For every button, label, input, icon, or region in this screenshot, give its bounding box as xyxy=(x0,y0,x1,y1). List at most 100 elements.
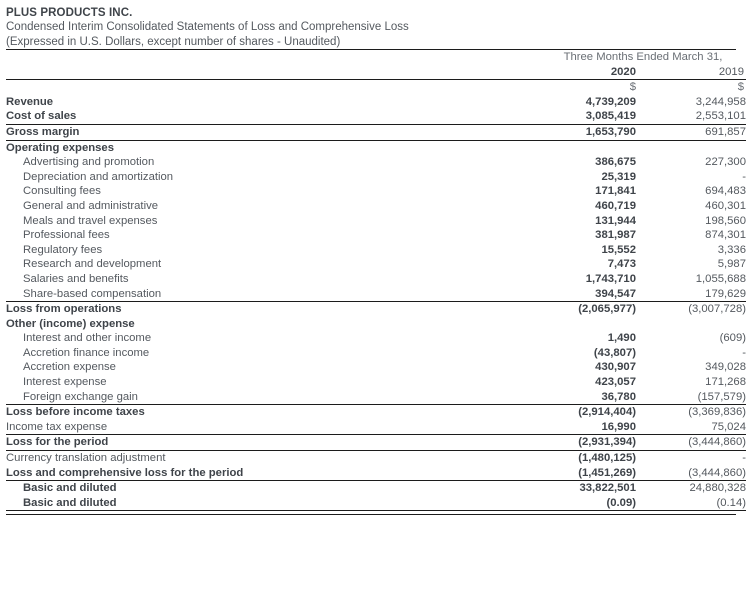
row-value-2020: 1,743,710 xyxy=(585,272,636,285)
period-header-label: Three Months Ended March 31, xyxy=(563,51,723,63)
row-value-2020: (2,065,977) xyxy=(578,303,636,316)
row-value-2019: 24,880,328 xyxy=(689,482,746,495)
row-cost-of-sales: Cost of sales 3,085,419 2,553,101 xyxy=(6,109,746,125)
row-value-2019: 227,300 xyxy=(705,156,746,169)
row-label: Gross margin xyxy=(6,124,540,141)
row-value-2019: 460,301 xyxy=(705,199,746,212)
row-meals-travel: Meals and travel expenses 131,944 198,56… xyxy=(6,214,746,229)
row-research-development: Research and development 7,473 5,987 xyxy=(6,257,746,272)
statement-title: Condensed Interim Consolidated Statement… xyxy=(6,21,409,33)
row-value-2019: - xyxy=(742,452,746,465)
row-label: Interest and other income xyxy=(23,332,152,345)
row-value-2019: 179,629 xyxy=(650,286,746,303)
row-income-tax-expense: Income tax expense 16,990 75,024 xyxy=(6,419,746,436)
row-value-2020: 171,841 xyxy=(595,185,636,198)
row-revenue: Revenue 4,739,209 3,244,958 xyxy=(6,95,746,110)
statement-table: Three Months Ended March 31, 2020 2019 $… xyxy=(6,50,746,512)
row-general-administrative: General and administrative 460,719 460,3… xyxy=(6,199,746,214)
currency-symbol-row: $ $ xyxy=(6,80,746,95)
row-label: Basic and diluted xyxy=(6,495,540,512)
row-value-2020: (1,480,125) xyxy=(578,452,636,465)
row-value-2020: 4,739,209 xyxy=(585,95,636,108)
row-value-2019: (609) xyxy=(719,332,746,345)
row-value-2020: 381,987 xyxy=(595,229,636,242)
row-advertising: Advertising and promotion 386,675 227,30… xyxy=(6,155,746,170)
row-value-2020: (1,451,269) xyxy=(540,465,650,482)
row-salaries-benefits: Salaries and benefits 1,743,710 1,055,68… xyxy=(6,272,746,287)
row-value-2019: 1,055,688 xyxy=(695,272,746,285)
row-operating-expenses-header: Operating expenses xyxy=(6,141,746,156)
row-loss-per-share: Basic and diluted (0.09) (0.14) xyxy=(6,495,746,512)
row-interest-expense: Interest expense 423,057 171,268 xyxy=(6,375,746,390)
row-label: Accretion finance income xyxy=(23,346,150,359)
row-label: Foreign exchange gain xyxy=(6,389,540,406)
row-value-2019: 3,244,958 xyxy=(695,95,746,108)
row-value-2019: (3,369,836) xyxy=(688,406,746,419)
currency-symbol-2019: $ xyxy=(737,81,744,94)
row-weighted-average-shares: Basic and diluted 33,822,501 24,880,328 xyxy=(6,481,746,496)
row-label: Depreciation and amortization xyxy=(23,170,174,183)
row-consulting: Consulting fees 171,841 694,483 xyxy=(6,184,746,199)
row-value-2019: 694,483 xyxy=(705,185,746,198)
row-value-2019: 349,028 xyxy=(705,361,746,374)
currency-spacer xyxy=(6,80,540,95)
row-depreciation: Depreciation and amortization 25,319 - xyxy=(6,170,746,185)
row-share-based-compensation: Share-based compensation 394,547 179,629 xyxy=(6,286,746,303)
row-label: Loss before income taxes xyxy=(6,406,145,419)
row-other-income-expense-header: Other (income) expense xyxy=(6,317,746,332)
statement-closing-double-rule xyxy=(6,513,736,515)
row-label: Loss for the period xyxy=(6,435,540,452)
row-label: Accretion expense xyxy=(23,361,116,374)
row-label: Other (income) expense xyxy=(6,317,135,330)
row-label: Share-based compensation xyxy=(6,286,540,303)
row-value-2019: - xyxy=(742,346,746,359)
row-loss-from-operations: Loss from operations (2,065,977) (3,007,… xyxy=(6,302,746,317)
row-value-2020: 16,990 xyxy=(540,419,650,436)
row-accretion-expense: Accretion expense 430,907 349,028 xyxy=(6,360,746,375)
row-gross-margin: Gross margin 1,653,790 691,857 xyxy=(6,124,746,141)
row-professional-fees: Professional fees 381,987 874,301 xyxy=(6,228,746,243)
row-value-2019: 691,857 xyxy=(650,124,746,141)
row-value-2019: (3,444,860) xyxy=(650,435,746,452)
row-label: Loss from operations xyxy=(6,303,122,316)
year-header-row: 2020 2019 xyxy=(6,64,746,81)
row-value-2020: 25,319 xyxy=(601,170,636,183)
row-value-2019: (3,444,860) xyxy=(650,465,746,482)
row-value-2020: 36,780 xyxy=(540,389,650,406)
row-loss-before-income-taxes: Loss before income taxes (2,914,404) (3,… xyxy=(6,405,746,420)
row-value-2020: 3,085,419 xyxy=(540,109,650,125)
row-label: Meals and travel expenses xyxy=(23,214,158,227)
row-value-2020 xyxy=(540,141,650,156)
row-label: Operating expenses xyxy=(6,141,114,154)
row-value-2019: 3,336 xyxy=(717,243,746,256)
row-label: Cost of sales xyxy=(6,109,540,125)
row-value-2019: - xyxy=(742,170,746,183)
row-value-2020: (2,931,394) xyxy=(540,435,650,452)
row-value-2019: 874,301 xyxy=(705,229,746,242)
row-value-2019: 5,987 xyxy=(717,258,746,271)
statement-header: PLUS PRODUCTS INC. Condensed Interim Con… xyxy=(6,4,736,49)
row-label: Advertising and promotion xyxy=(23,156,155,169)
row-value-2020 xyxy=(540,317,650,332)
period-header-row: Three Months Ended March 31, xyxy=(6,50,746,65)
row-value-2019 xyxy=(650,317,746,332)
row-label: Salaries and benefits xyxy=(23,272,129,285)
row-label: Basic and diluted xyxy=(23,482,117,495)
row-value-2020: (43,807) xyxy=(593,346,636,359)
company-name: PLUS PRODUCTS INC. xyxy=(6,7,133,19)
row-value-2020: 394,547 xyxy=(540,286,650,303)
row-value-2019: 171,268 xyxy=(705,376,746,389)
row-value-2019 xyxy=(650,141,746,156)
row-value-2020: (0.09) xyxy=(540,495,650,512)
row-value-2019: 2,553,101 xyxy=(650,109,746,125)
row-value-2020: 131,944 xyxy=(595,214,636,227)
period-header-spacer xyxy=(6,50,540,65)
row-value-2019: 75,024 xyxy=(650,419,746,436)
row-label: Regulatory fees xyxy=(23,243,103,256)
row-currency-translation-adjustment: Currency translation adjustment (1,480,1… xyxy=(6,451,746,466)
row-label: General and administrative xyxy=(23,199,159,212)
row-value-2019: 198,560 xyxy=(705,214,746,227)
row-value-2020: 33,822,501 xyxy=(579,482,636,495)
row-label: Consulting fees xyxy=(23,185,101,198)
row-value-2020: 430,907 xyxy=(595,361,636,374)
